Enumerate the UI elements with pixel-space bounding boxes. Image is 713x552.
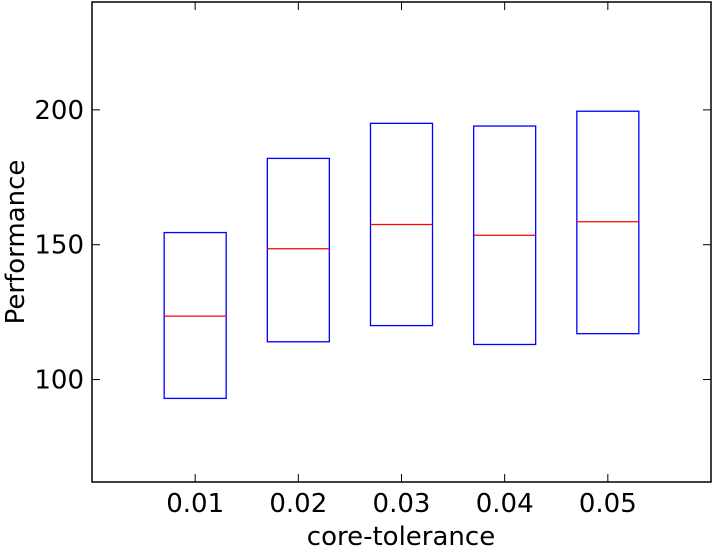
box-0.05 [576, 110, 640, 335]
boxes-group [163, 110, 640, 400]
box-0.02 [266, 157, 330, 343]
x-tick-label: 0.01 [166, 489, 224, 519]
box-0.01 [163, 231, 227, 400]
x-tick-label: 0.04 [476, 489, 534, 519]
y-tick-label: 200 [34, 96, 84, 126]
x-tick-label: 0.02 [269, 489, 327, 519]
x-tick-label: 0.03 [373, 489, 431, 519]
y-tick-label: 150 [34, 231, 84, 261]
y-tick-label: 100 [34, 366, 84, 396]
y-axis-label: Performance [1, 160, 31, 325]
x-tick-label: 0.05 [579, 489, 637, 519]
plot-area [91, 1, 712, 483]
x-axis: 0.01 0.02 0.03 0.04 0.05 [166, 2, 637, 519]
y-axis: 100 150 200 [34, 96, 711, 396]
x-axis-label: core-tolerance [307, 522, 495, 552]
